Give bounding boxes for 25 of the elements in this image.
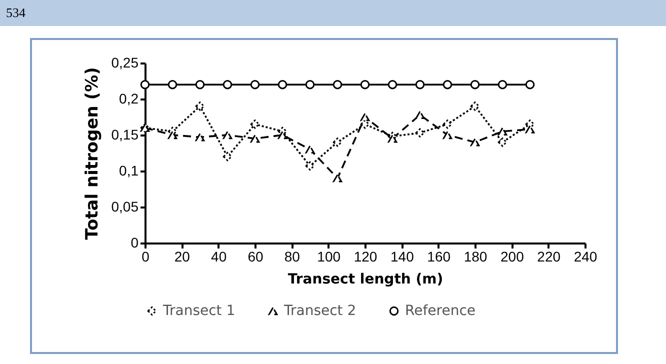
text: 534 (0, 0, 666, 26)
y-tick-label: 0,05 (111, 198, 139, 214)
y-axis-title: Total nitrogen (%) (82, 67, 102, 240)
x-tick-label: 40 (211, 248, 227, 264)
x-tick-label: 140 (390, 248, 414, 264)
x-tick-label: 100 (317, 248, 341, 264)
y-tick-label: 0,25 (111, 54, 139, 70)
legend-label: Reference (405, 303, 476, 319)
legend-label: Transect 2 (283, 303, 356, 319)
x-tick-label: 80 (284, 248, 300, 264)
x-tick-label: 180 (464, 248, 488, 264)
x-axis-title: Transect length (m) (288, 272, 444, 288)
x-tick-label: 60 (248, 248, 264, 264)
x-tick-label: 240 (574, 248, 598, 264)
x-tick-label: 120 (354, 248, 378, 264)
legend-label: Transect 1 (162, 303, 236, 319)
x-tick-label: 160 (427, 248, 451, 264)
x-tick-label: 20 (174, 248, 190, 264)
x-tick-label: 220 (537, 248, 561, 264)
y-tick-label: 0,2 (119, 90, 139, 106)
y-tick-label: 0,15 (111, 126, 139, 142)
y-tick-label: 0 (130, 234, 139, 250)
y-tick-label: 0,1 (119, 162, 139, 178)
x-tick-label: 0 (142, 248, 150, 264)
x-tick-label: 200 (500, 248, 524, 264)
